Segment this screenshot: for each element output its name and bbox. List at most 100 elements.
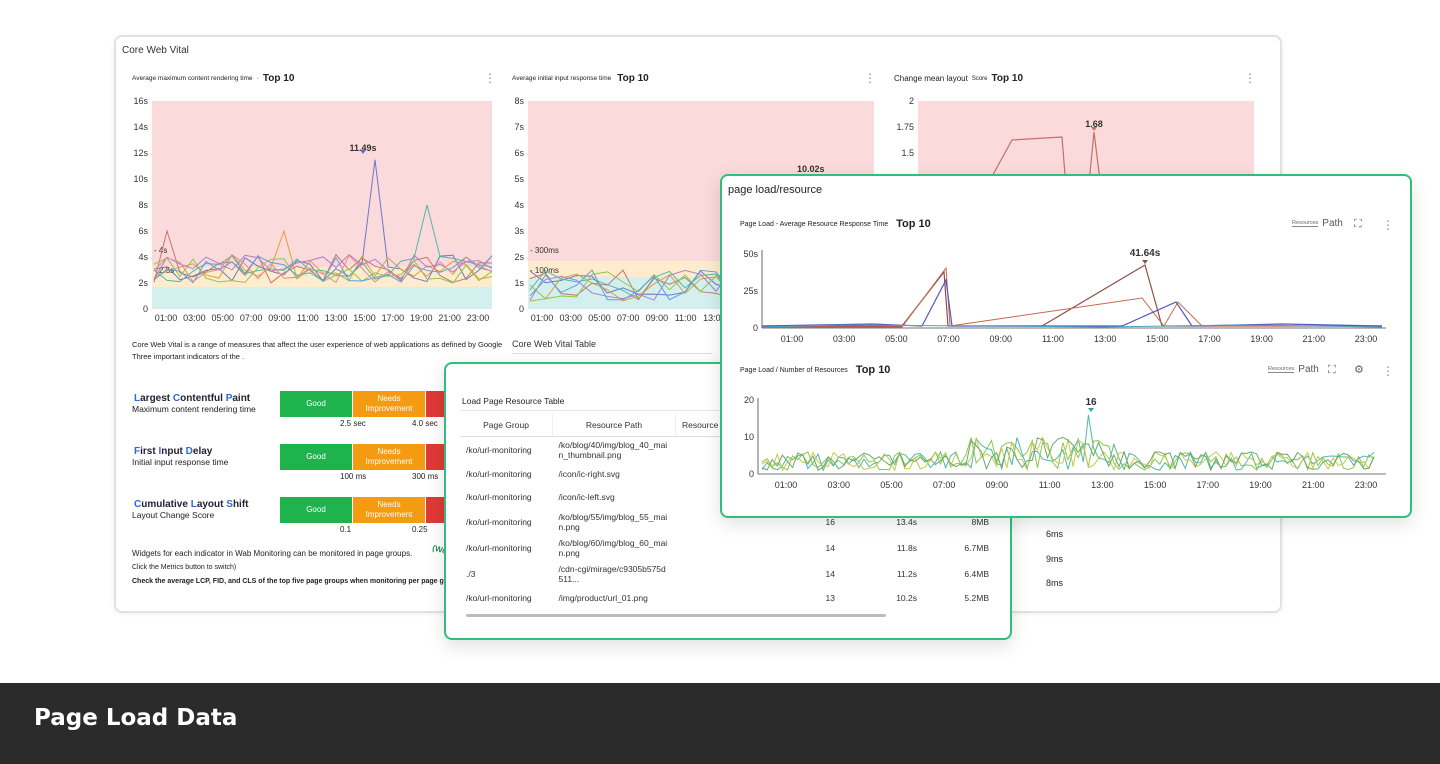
y-tick-label: 20: [744, 395, 754, 405]
count-series-line: [761, 436, 1375, 472]
description-line-1: Core Web Vital is a range of measures th…: [132, 340, 503, 349]
footer-bar: Page Load Data: [0, 683, 1440, 764]
cls-peak-label: 1.68: [1085, 119, 1103, 129]
indicator-name: Cumulative Layout Shift: [134, 499, 249, 510]
table-row[interactable]: /ko/url-monitoring /ko/blog/55/img/blog_…: [460, 509, 996, 535]
chart2-top10: Top 10: [617, 73, 649, 84]
chart3-top10: Top 10: [991, 73, 1023, 84]
cell-resource-path: /icon/ic-left.svg: [558, 492, 615, 502]
needs-improvement-segment: Needs Improvement: [353, 497, 425, 523]
chart3-subtitle: Change mean layout: [894, 74, 968, 83]
x-tick-label: 23:00: [1355, 334, 1378, 344]
x-tick-label: 13:00: [325, 313, 348, 323]
count-peak-label: 16: [1085, 397, 1097, 408]
cell-page-group: /ko/url-monitoring: [466, 444, 532, 455]
cell-count: 14: [825, 542, 835, 553]
indicator-row: Cumulative Layout Shift Layout Change Sc…: [132, 495, 472, 545]
resp-series-line: [761, 324, 1383, 328]
cell-size: 6.4MB: [964, 568, 989, 579]
resources-option[interactable]: Resources: [1268, 366, 1295, 373]
cell-dash: -: [995, 535, 996, 561]
right-value-1: 6ms: [1046, 529, 1064, 539]
count-more-icon[interactable]: ⋮: [1382, 364, 1394, 378]
cell-resource-path: /img/product/url_01.png: [558, 593, 648, 603]
expand-icon[interactable]: ⛶: [1354, 218, 1362, 230]
x-tick-label: 01:00: [775, 480, 798, 490]
resp-toggle[interactable]: Resources Path: [1292, 218, 1343, 229]
cell-count: 13: [825, 593, 835, 603]
table-row[interactable]: /ko/url-monitoring /icon/ic-left.svg: [460, 486, 996, 509]
x-tick-label: 11:00: [297, 313, 319, 323]
table-row[interactable]: /ko/url-monitoring /img/product/url_01.p…: [460, 587, 996, 610]
cell-page-group: /ko/url-monitoring: [466, 469, 532, 479]
x-tick-label: 07:00: [240, 313, 263, 323]
path-option[interactable]: Path: [1322, 218, 1343, 229]
count-toggle[interactable]: Resources Path: [1268, 364, 1319, 375]
x-tick-label: 15:00: [1146, 334, 1169, 344]
resources-option[interactable]: Resources: [1292, 220, 1319, 227]
x-tick-label: 03:00: [833, 334, 856, 344]
threshold-label-300ms: - 300ms: [530, 246, 559, 255]
right-value-3: 8ms: [1046, 578, 1064, 588]
peak-marker: [1088, 408, 1094, 412]
x-tick-label: 19:00: [1249, 480, 1272, 490]
table-row[interactable]: /ko/url-monitoring /ko/blog/60/img/blog_…: [460, 535, 996, 561]
x-tick-label: 11:00: [1042, 334, 1064, 344]
cell-time: 11.2s: [896, 568, 917, 579]
horizontal-scrollbar[interactable]: [466, 614, 886, 617]
good-zone: [152, 287, 492, 309]
good-segment: Good: [280, 391, 352, 417]
x-tick-label: 15:00: [353, 313, 376, 323]
resp-series-line: [761, 278, 1383, 327]
resp-chart-subtitle: Page Load - Average Resource Response Ti…: [740, 220, 889, 228]
table-row[interactable]: /ko/url-monitoring /icon/ic-right.svg: [460, 463, 996, 486]
panel-title: Core Web Vital: [122, 45, 189, 56]
gear-icon[interactable]: ⚙: [1354, 364, 1364, 376]
x-tick-label: 05:00: [588, 313, 611, 323]
footer-title: Page Load Data: [34, 705, 238, 731]
chart1-more-icon[interactable]: ⋮: [484, 71, 496, 85]
y-tick-label: 4s: [514, 200, 524, 210]
y-tick-label: 7s: [514, 122, 524, 132]
y-tick-label: 0: [143, 304, 148, 314]
indicator-subtitle: Initial input response time: [132, 457, 229, 467]
x-tick-label: 01:00: [781, 334, 804, 344]
x-tick-label: 09:00: [268, 313, 291, 323]
table-row[interactable]: ./3 /cdn-cgi/mirage/c9305b575d511... 14 …: [460, 561, 996, 587]
threshold-2: 0.25: [412, 525, 428, 534]
needs-improvement-segment: Needs Improvement: [353, 444, 425, 470]
indicator-scale: Good Needs Improvement 2.5 sec 4.0 sec: [280, 391, 444, 428]
lcp-series-line: [153, 257, 493, 284]
cell-size: 5.2MB: [964, 593, 989, 603]
note-1: Widgets for each indicator in Wab Monito…: [132, 549, 413, 558]
y-tick-label: 5s: [514, 174, 524, 184]
needs-improvement-segment: Needs Improvement: [353, 391, 425, 417]
peak-marker: [1091, 127, 1097, 131]
y-tick-label: 10: [744, 432, 754, 442]
good-segment: Good: [280, 444, 352, 470]
description-line-2: Three important indicators of the .: [132, 352, 245, 361]
col-page-group[interactable]: Page Group: [460, 414, 553, 437]
resp-more-icon[interactable]: ⋮: [1382, 218, 1394, 232]
resp-chart-header: Page Load - Average Resource Response Ti…: [740, 218, 931, 230]
y-tick-label: 8s: [514, 96, 524, 106]
chart3-score: Score: [971, 75, 988, 82]
cell-resource-path: /ko/blog/55/img/blog_55_main.png: [558, 511, 668, 532]
x-tick-label: 17:00: [1198, 334, 1221, 344]
table-row[interactable]: /ko/url-monitoring /ko/blog/40/img/blog_…: [460, 436, 996, 463]
expand-icon[interactable]: ⛶: [1328, 364, 1336, 376]
indicator-subtitle: Maximum content rendering time: [132, 404, 256, 414]
path-option[interactable]: Path: [1298, 364, 1319, 375]
cell-size: 6.7MB: [964, 542, 989, 553]
chart2-more-icon[interactable]: ⋮: [864, 71, 876, 85]
chart3-more-icon[interactable]: ⋮: [1244, 71, 1256, 85]
x-tick-label: 19:00: [410, 313, 433, 323]
indicator-name: First Input Delay: [134, 446, 213, 457]
resource-table-title: Load Page Resource Table: [462, 396, 565, 406]
y-tick-label: 2s: [138, 278, 148, 288]
col-resource-path[interactable]: Resource Path: [552, 414, 676, 437]
cell-time: 10.2s: [896, 593, 917, 603]
cell-page-group: /ko/url-monitoring: [466, 492, 532, 502]
x-tick-label: 03:00: [183, 313, 206, 323]
lcp-chart: 16s 14s 12s 10s 8s 6s 4s 2s 0 01:00 03:00 05:00 07:…: [133, 96, 493, 323]
